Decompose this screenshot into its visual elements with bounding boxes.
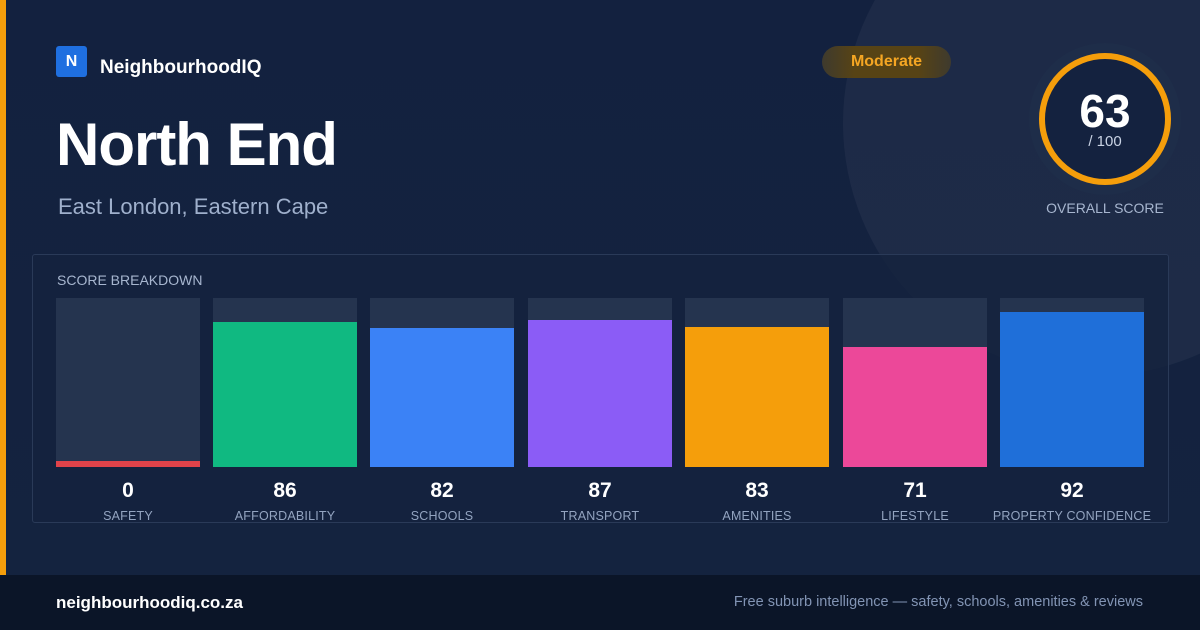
bar-label: PROPERTY CONFIDENCE (992, 509, 1152, 523)
bar-value: 87 (588, 479, 612, 502)
bar-value: 0 (122, 479, 134, 502)
suburb-title: North End (56, 111, 338, 178)
bar-label: SAFETY (103, 509, 153, 523)
bar-label: AFFORDABILITY (234, 509, 336, 523)
overall-score-label: OVERALL SCORE (1046, 200, 1164, 216)
share-card: N NeighbourhoodIQ North End East London,… (0, 0, 1200, 575)
accent-bar (0, 0, 6, 575)
bar-fill (56, 461, 200, 467)
bar-value: 86 (273, 479, 297, 502)
bar-fill (213, 322, 357, 467)
overall-score-ring (1029, 43, 1181, 195)
bar-track (213, 298, 357, 467)
breakdown-bar-schools: 82 SCHOOLS (370, 298, 514, 523)
rating-badge: Moderate (822, 46, 951, 78)
bar-value: 92 (1060, 479, 1084, 502)
bar-fill (370, 328, 514, 467)
brand-name[interactable]: NeighbourhoodIQ (100, 57, 262, 78)
logo-icon: N (56, 46, 87, 77)
breakdown-bar-transport: 87 TRANSPORT (528, 298, 672, 523)
breakdown-bar-property-confidence: 92 PROPERTY CONFIDENCE (993, 298, 1151, 523)
bar-fill (685, 327, 829, 467)
footer-tagline: Free suburb intelligence — safety, schoo… (733, 594, 1143, 610)
bar-label: TRANSPORT (560, 509, 640, 523)
breakdown-bar-lifestyle: 71 LIFESTYLE (843, 298, 987, 523)
bar-fill (528, 320, 672, 467)
breakdown-bar-amenities: 83 AMENITIES (685, 298, 829, 523)
bar-label: LIFESTYLE (881, 509, 949, 523)
bar-track (528, 298, 672, 467)
breakdown-title: SCORE BREAKDOWN (57, 272, 203, 288)
bar-track (1000, 298, 1144, 467)
bar-label: AMENITIES (722, 509, 792, 523)
ring-inner (1042, 56, 1168, 182)
footer: neighbourhoodiq.co.za Free suburb intell… (0, 575, 1200, 630)
bar-track (370, 298, 514, 467)
bar-track (56, 298, 200, 467)
overall-score-max: / 100 (1088, 133, 1122, 150)
breakdown-bar-safety: 0 SAFETY (56, 298, 200, 523)
overall-score-value: 63 (1079, 85, 1131, 137)
suburb-subtitle: East London, Eastern Cape (58, 194, 329, 219)
bar-track (685, 298, 829, 467)
bar-value: 83 (745, 479, 769, 502)
bar-value: 71 (903, 479, 927, 502)
breakdown-bar-affordability: 86 AFFORDABILITY (213, 298, 357, 523)
footer-url-link[interactable]: neighbourhoodiq.co.za (56, 593, 243, 612)
bar-fill (1000, 312, 1144, 467)
bar-value: 82 (430, 479, 454, 502)
score-breakdown-panel: SCORE BREAKDOWN 0 SAFETY 86 AFFORDABILITY 82… (32, 254, 1169, 523)
bar-fill (843, 347, 987, 467)
ring-progress-arc (1039, 53, 1171, 185)
bar-track (843, 298, 987, 467)
bar-label: SCHOOLS (410, 509, 474, 523)
